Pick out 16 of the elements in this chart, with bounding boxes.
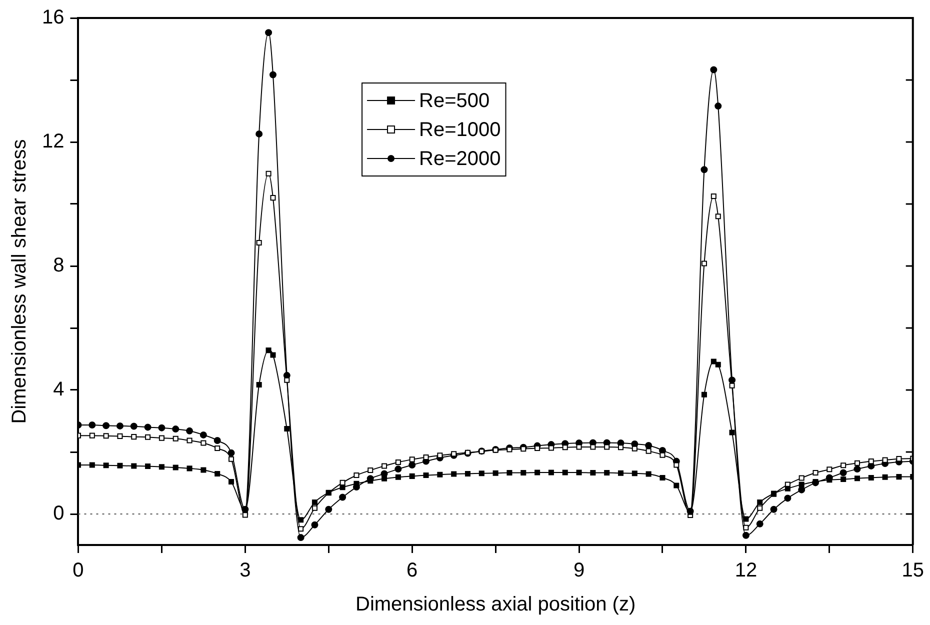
legend-label: Re=2000 <box>419 148 501 170</box>
y-tick-label: 0 <box>53 502 64 525</box>
x-tick-label: 3 <box>240 560 251 582</box>
x-tick-label: 0 <box>72 560 84 582</box>
y-axis-title: Dimensionless wall shear stress <box>8 139 31 424</box>
x-axis-title: Dimensionless axial position (z) <box>356 594 636 616</box>
y-tick-label: 4 <box>53 378 64 401</box>
legend-label: Re=1000 <box>419 119 501 142</box>
y-tick-label: 16 <box>42 6 64 29</box>
x-tick-label: 9 <box>573 560 585 582</box>
y-tick-label: 8 <box>53 254 64 277</box>
x-tick-label: 12 <box>734 560 758 582</box>
x-tick-label: 15 <box>902 560 924 582</box>
legend-label: Re=500 <box>419 90 490 112</box>
y-tick-label: 12 <box>42 130 64 153</box>
x-tick-label: 6 <box>406 560 418 582</box>
